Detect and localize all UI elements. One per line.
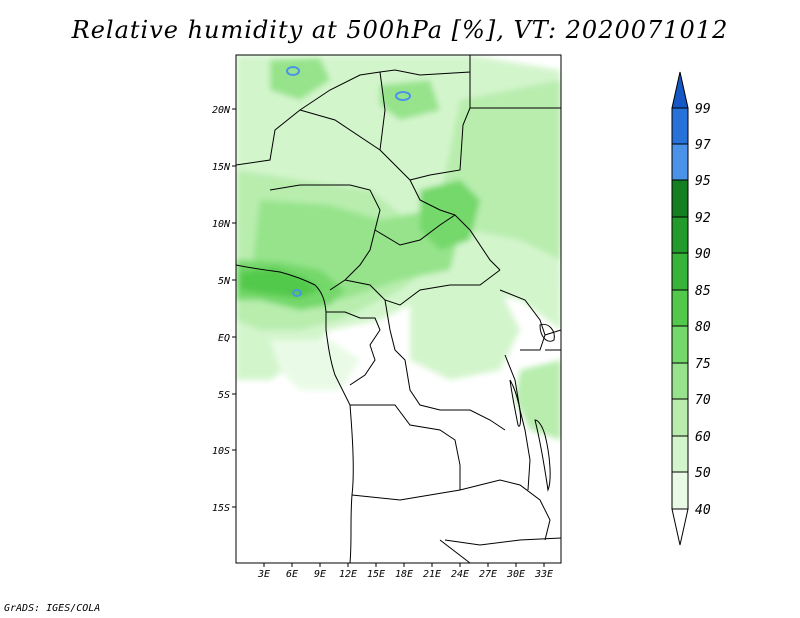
field-southeast [515,360,561,440]
lat-tick-10s: 10S [212,446,236,457]
lon-label-24e: 24E [451,569,469,580]
colorbar-arrow-top [671,71,689,109]
country-borders [236,55,561,563]
field-northwest-hi [270,58,330,100]
lat-label-5n: 5N [218,276,231,287]
colorbar-label-40: 40 [695,503,711,518]
lat-label-15n: 15N [212,162,231,173]
colorbar-label-90: 90 [695,247,711,262]
colorbar-label-97: 97 [695,138,711,153]
field-east-light [410,290,520,380]
lon-label-15e: 15E [367,569,385,580]
lon-tick-30e: 30E [506,563,525,580]
lon-tick-3e: 3E [257,563,270,580]
colorbar-label-75: 75 [695,357,711,372]
lon-tick-27e: 27E [479,563,497,580]
lon-tick-6e: 6E [286,563,298,580]
colorbar-label-70: 70 [695,393,711,408]
lat-label-15s: 15S [212,503,230,514]
lon-label-12e: 12E [339,569,357,580]
colorbar-seg-97-99 [671,107,689,145]
lat-label-10n: 10N [212,219,231,230]
lon-label-33e: 33E [534,569,553,580]
field-north-hi [380,80,440,120]
colorbar-label-85: 85 [695,284,711,299]
colorbar-seg-85-90 [671,252,689,291]
colorbar-seg-40-50 [671,471,689,510]
colorbar-seg-60-70 [671,398,689,437]
lat-label-10s: 10S [212,446,230,457]
colorbar-seg-90-92 [671,216,689,254]
lon-tick-18e: 18E [395,563,413,580]
lon-label-3e: 3E [257,569,270,580]
lat-tick-5s: 5S [218,390,236,401]
lon-tick-33e: 33E [534,563,553,580]
grads-credit: GrADS: IGES/COLA [4,603,101,614]
lon-tick-21e: 21E [423,563,441,580]
spot-blue-gulf [292,289,302,297]
lat-tick-15s: 15S [212,503,236,514]
map-title: Relative humidity at 500hPa [%], VT: 202… [71,16,729,44]
colorbar-seg-70-75 [671,362,689,400]
spot-blue-nw [286,66,300,76]
lat-tick-5n: 5N [218,276,236,287]
colorbar-seg-92-95 [671,179,689,218]
latitude-axis: 20N 15N 10N 5N EQ 5S 10S 15S [212,105,236,514]
colorbar-label-60: 60 [695,430,711,445]
lon-label-27e: 27E [479,569,497,580]
colorbar-label-50: 50 [695,466,711,481]
spot-blue-n [395,91,411,101]
lon-tick-24e: 24E [451,563,469,580]
colorbar-label-99: 99 [695,102,711,117]
colorbar-label-80: 80 [695,320,711,335]
humidity-shading [236,55,561,440]
colorbar-seg-75-80 [671,325,689,364]
colorbar-label-95: 95 [695,174,711,189]
lat-tick-eq: EQ [218,333,236,344]
field-south-light [270,340,360,390]
lon-tick-15e: 15E [367,563,385,580]
lat-label-5s: 5S [218,390,230,401]
colorbar-arrow-bottom [671,508,689,546]
lat-tick-20n: 20N [212,105,236,116]
colorbar-label-92: 92 [695,211,711,226]
map-frame [235,54,562,564]
lon-label-21e: 21E [423,569,441,580]
field-east-core [420,180,480,250]
lat-label-eq: EQ [218,333,230,344]
colorbar: 99 97 95 92 90 85 80 75 70 60 50 40 [671,71,711,546]
longitude-axis: 3E 6E 9E 12E 15E 18E 21E 24E 27E 30E 33E [257,563,553,580]
colorbar-seg-80-85 [671,289,689,327]
colorbar-seg-95-97 [671,143,689,181]
lon-label-9e: 9E [314,569,326,580]
lon-tick-12e: 12E [339,563,357,580]
lon-label-18e: 18E [395,569,413,580]
lon-label-30e: 30E [506,569,525,580]
lat-label-20n: 20N [212,105,231,116]
colorbar-seg-50-60 [671,435,689,473]
lat-tick-15n: 15N [212,162,236,173]
lat-tick-10n: 10N [212,219,236,230]
lon-tick-9e: 9E [314,563,326,580]
lon-label-6e: 6E [286,569,298,580]
